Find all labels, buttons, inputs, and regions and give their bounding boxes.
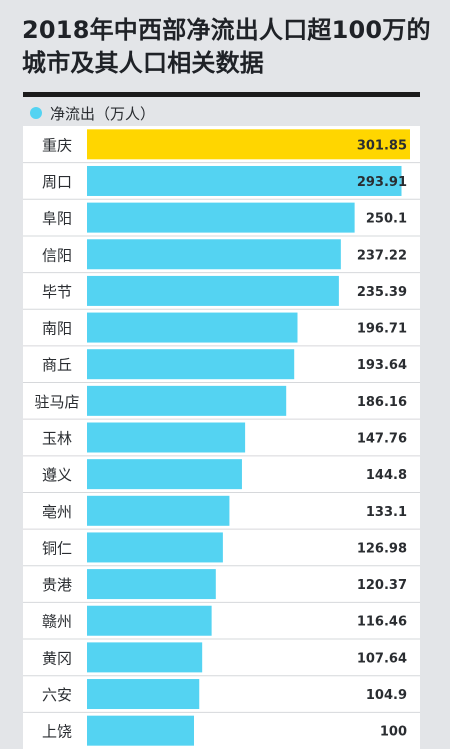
legend-label: 净流出（万人） [50, 104, 156, 123]
category-label: 黄冈 [42, 649, 72, 667]
category-label: 贵港 [42, 576, 72, 594]
category-label: 铜仁 [42, 539, 72, 557]
category-label: 周口 [42, 173, 72, 191]
bar-1 [87, 129, 410, 160]
value-label: 301.85 [357, 138, 407, 153]
bar-17 [87, 715, 195, 746]
value-label: 293.91 [357, 175, 407, 190]
value-label: 196.71 [357, 322, 407, 337]
value-label: 144.8 [366, 468, 407, 483]
bar-3 [87, 202, 355, 233]
value-label: 237.22 [357, 248, 407, 263]
category-label: 玉林 [42, 430, 72, 448]
value-label: 147.76 [357, 432, 407, 447]
value-label: 186.16 [357, 395, 407, 410]
category-label: 南阳 [42, 320, 72, 338]
category-label: 亳州 [42, 503, 72, 521]
value-label: 100 [380, 725, 407, 740]
bar-16 [87, 679, 200, 710]
category-label: 毕节 [42, 283, 72, 301]
chart-title-line-1: 2018年中西部净流出人口超100万的 [22, 16, 431, 44]
category-label: 信阳 [42, 246, 72, 264]
bar-9 [87, 422, 246, 453]
bar-14 [87, 605, 212, 636]
bar-2 [87, 165, 402, 196]
chart-title-line-2: 城市及其人口相关数据 [22, 49, 264, 77]
category-label: 上饶 [42, 723, 72, 741]
value-label: 133.1 [366, 505, 407, 520]
bar-11 [87, 495, 230, 526]
bar-15 [87, 642, 203, 673]
value-label: 104.9 [366, 688, 407, 703]
category-label: 驻马店 [34, 393, 79, 411]
category-label: 六安 [42, 686, 72, 704]
value-label: 120.37 [357, 578, 407, 593]
chart-legend: 净流出（万人） [30, 103, 155, 123]
value-label: 193.64 [357, 358, 407, 373]
value-label: 250.1 [366, 212, 407, 227]
bar-5 [87, 275, 339, 306]
bar-7 [87, 349, 295, 380]
bar-12 [87, 532, 223, 563]
legend-swatch [30, 107, 42, 119]
category-label: 阜阳 [42, 210, 72, 228]
category-label: 商丘 [42, 356, 72, 374]
value-label: 116.46 [357, 615, 407, 630]
bar-10 [87, 459, 242, 490]
category-label: 重庆 [42, 136, 72, 154]
chart-area: 重庆 301.85 周口 293.91 阜阳 250.1 信阳 237.22 毕节 235.39 南… [23, 126, 420, 749]
bar-4 [87, 239, 341, 270]
title-divider [23, 92, 420, 97]
bar-6 [87, 312, 298, 343]
bar-8 [87, 385, 287, 416]
category-label: 遵义 [42, 466, 72, 484]
value-label: 126.98 [357, 541, 407, 556]
value-label: 235.39 [357, 285, 407, 300]
bar-chart: 重庆 301.85 周口 293.91 阜阳 250.1 信阳 237.22 毕节 235.39 南… [23, 129, 420, 746]
chart-title: 2018年中西部净流出人口超100万的 城市及其人口相关数据 [22, 14, 442, 80]
value-label: 107.64 [357, 651, 407, 666]
category-label: 赣州 [42, 613, 72, 631]
bar-13 [87, 569, 216, 600]
